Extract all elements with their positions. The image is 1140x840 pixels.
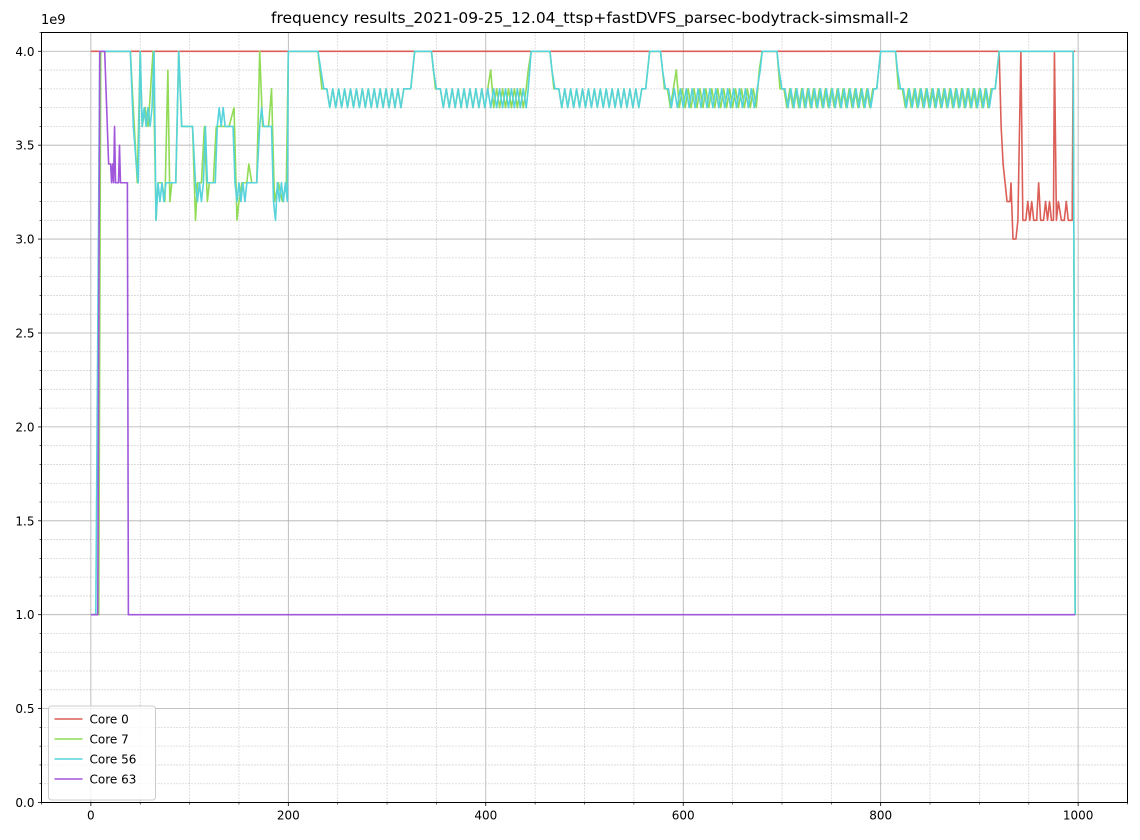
y-tick-label: 4.0 <box>15 45 34 59</box>
y-tick-label: 1.5 <box>15 514 34 528</box>
series-lines <box>90 50 1076 616</box>
y-tick-label: 2.5 <box>15 326 34 340</box>
legend: Core 0 Core 7 Core 56 Core 63 <box>48 705 156 801</box>
y-tick-label: 3.5 <box>15 139 34 153</box>
y-tick-label: 0.5 <box>15 702 34 716</box>
chart-title: frequency results_2021-09-25_12.04_ttsp+… <box>271 9 909 28</box>
y-tick-label: 1.0 <box>15 608 34 622</box>
legend-box <box>48 705 156 801</box>
series-line-core-63 <box>90 50 1076 616</box>
series-line-core-0 <box>90 50 1076 240</box>
y-axis-offset-label: 1e9 <box>41 13 66 28</box>
x-tick-label: 800 <box>869 809 892 823</box>
legend-label: Core 0 <box>90 713 129 727</box>
legend-label: Core 7 <box>90 733 129 747</box>
y-tick-label: 0.0 <box>15 796 34 810</box>
x-tick-label: 600 <box>672 809 695 823</box>
y-tick-label: 2.0 <box>15 420 34 434</box>
series-line-core-56 <box>90 50 1076 616</box>
x-tick-label: 400 <box>474 809 497 823</box>
x-tick-label: 1000 <box>1063 809 1094 823</box>
legend-label: Core 63 <box>90 773 137 787</box>
axis-ticks: 0 200 400 600 800 1000 0.0 0.5 1.0 1.5 2.0 2.5 3.0 3.… <box>15 32 1128 823</box>
legend-label: Core 56 <box>90 753 137 767</box>
y-tick-label: 3.0 <box>15 233 34 247</box>
x-tick-label: 0 <box>87 809 95 823</box>
x-tick-label: 200 <box>277 809 300 823</box>
